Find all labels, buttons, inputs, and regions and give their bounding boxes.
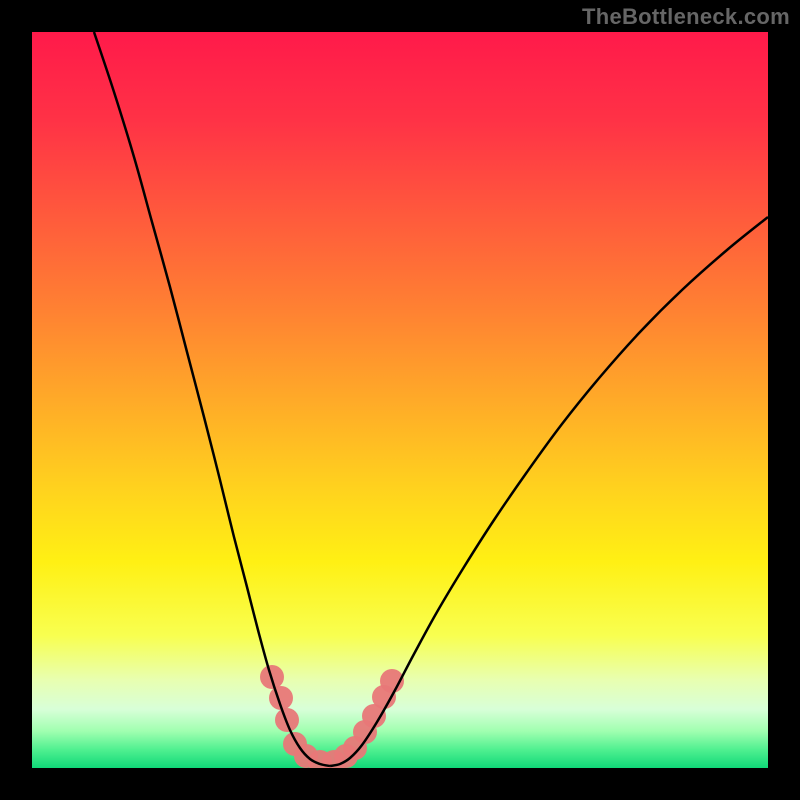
watermark-text: TheBottleneck.com xyxy=(582,4,790,30)
plot-svg xyxy=(32,32,768,768)
plot-area xyxy=(32,32,768,768)
plot-background xyxy=(32,32,768,768)
